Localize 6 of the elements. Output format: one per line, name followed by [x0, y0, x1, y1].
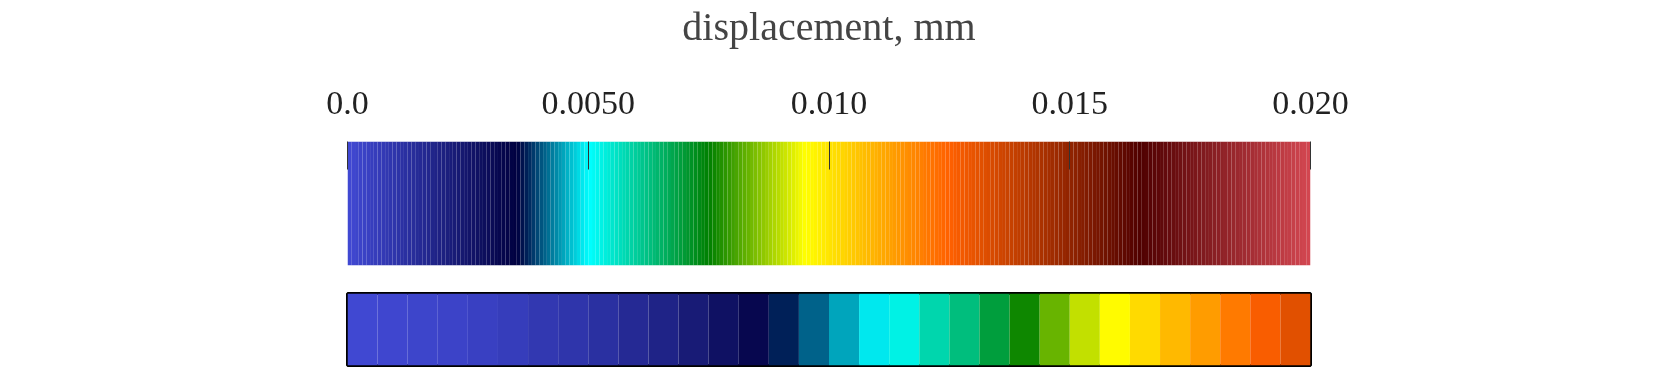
- color-bar-label: 0.0: [326, 83, 369, 121]
- color-bar-label: 0.015: [1031, 83, 1108, 121]
- color-bar-label: 0.0050: [541, 83, 635, 121]
- color-bar-title: displacement, mm: [682, 3, 976, 49]
- color-bar-label: 0.010: [790, 83, 868, 121]
- color-bar-label: 0.020: [1272, 83, 1349, 121]
